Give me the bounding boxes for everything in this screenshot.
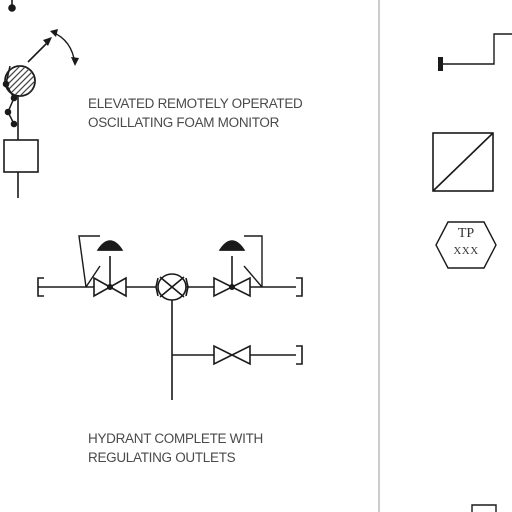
- hydrant-label: HYDRANT COMPLETE WITH REGULATING OUTLETS: [88, 429, 263, 467]
- hydrant-label-line-1: HYDRANT COMPLETE WITH: [88, 431, 263, 446]
- tp-tag-bottom: XXX: [453, 245, 479, 257]
- hydrant-symbol: [37, 235, 303, 400]
- foam-monitor-label: ELEVATED REMOTELY OPERATED OSCILLATING F…: [88, 94, 303, 132]
- tp-tag-top: TP: [457, 226, 475, 241]
- foam-monitor-label-line-1: ELEVATED REMOTELY OPERATED: [88, 96, 303, 111]
- hydrant-label-line-2: REGULATING OUTLETS: [88, 450, 236, 465]
- foam-monitor-symbol: [2, 0, 79, 198]
- foam-monitor-label-line-2: OSCILLATING FOAM MONITOR: [88, 115, 280, 130]
- partial-symbol-bottom: [471, 504, 497, 512]
- hose-reel-symbol: [438, 33, 512, 71]
- square-diagonal-symbol: [432, 132, 494, 192]
- tp-hexagon-symbol: [435, 221, 497, 269]
